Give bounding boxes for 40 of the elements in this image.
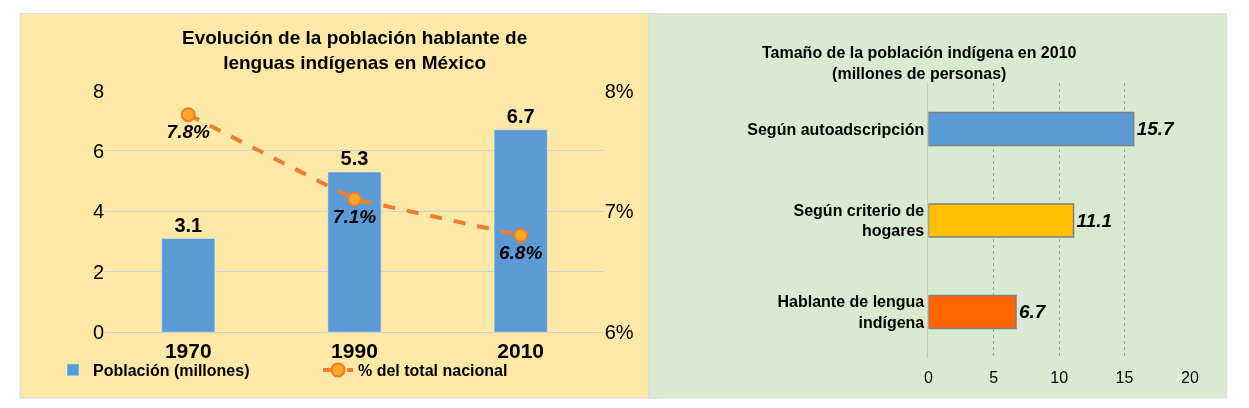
data-label: 15.7: [1136, 118, 1176, 140]
y2-tick-label: 6%: [604, 321, 634, 344]
x-tick-label: 10: [1050, 368, 1069, 386]
x-tick-label: 1970: [164, 339, 212, 363]
legend-label: % del total nacional: [358, 362, 508, 380]
data-label: 5.3: [340, 147, 369, 170]
x-tick-label: 15: [1115, 368, 1134, 386]
y-tick-label: 8: [93, 79, 105, 102]
x-tick-label: 20: [1180, 368, 1199, 386]
bar: [327, 171, 382, 333]
y2-tick-label: 7%: [604, 200, 634, 223]
y2-tick-label: 8%: [604, 79, 634, 102]
data-label: 7.1%: [332, 205, 377, 227]
y-tick-label: Según criterio de hogares: [793, 201, 925, 240]
y-tick-label: Hablante de lengua indígena: [777, 293, 925, 331]
legend-label: Población (millones): [93, 362, 250, 380]
y-tick-label: 2: [93, 260, 105, 283]
point: [513, 227, 529, 243]
x-tick-label: 2010: [497, 339, 545, 363]
bar: [928, 111, 1135, 147]
data-label: 7.8%: [166, 121, 211, 143]
point: [180, 107, 196, 123]
y-tick-label: 6: [93, 139, 105, 162]
point: [346, 191, 362, 207]
y-tick-label: 0: [93, 321, 105, 344]
chart-title: Tamaño de la población indígena en 2010 (millones de personas): [762, 44, 1077, 82]
y-tick-label: 4: [93, 200, 105, 223]
bar: [928, 203, 1075, 238]
bar: [161, 238, 216, 333]
data-label: 3.1: [174, 213, 203, 236]
bar: [493, 129, 548, 333]
data-label: 11.1: [1076, 209, 1113, 231]
data-label: 6.8%: [499, 241, 543, 263]
x-tick-label: 1990: [331, 339, 378, 363]
data-label: 6.7: [1019, 301, 1047, 323]
data-label: 6.7: [506, 104, 535, 127]
x-tick-label: 5: [989, 368, 999, 386]
bar: [928, 294, 1017, 330]
chart-title: Evolución de la población hablante de lenguas indígenas en México: [182, 27, 528, 73]
y-tick-label: Según autoadscripción: [747, 120, 925, 138]
